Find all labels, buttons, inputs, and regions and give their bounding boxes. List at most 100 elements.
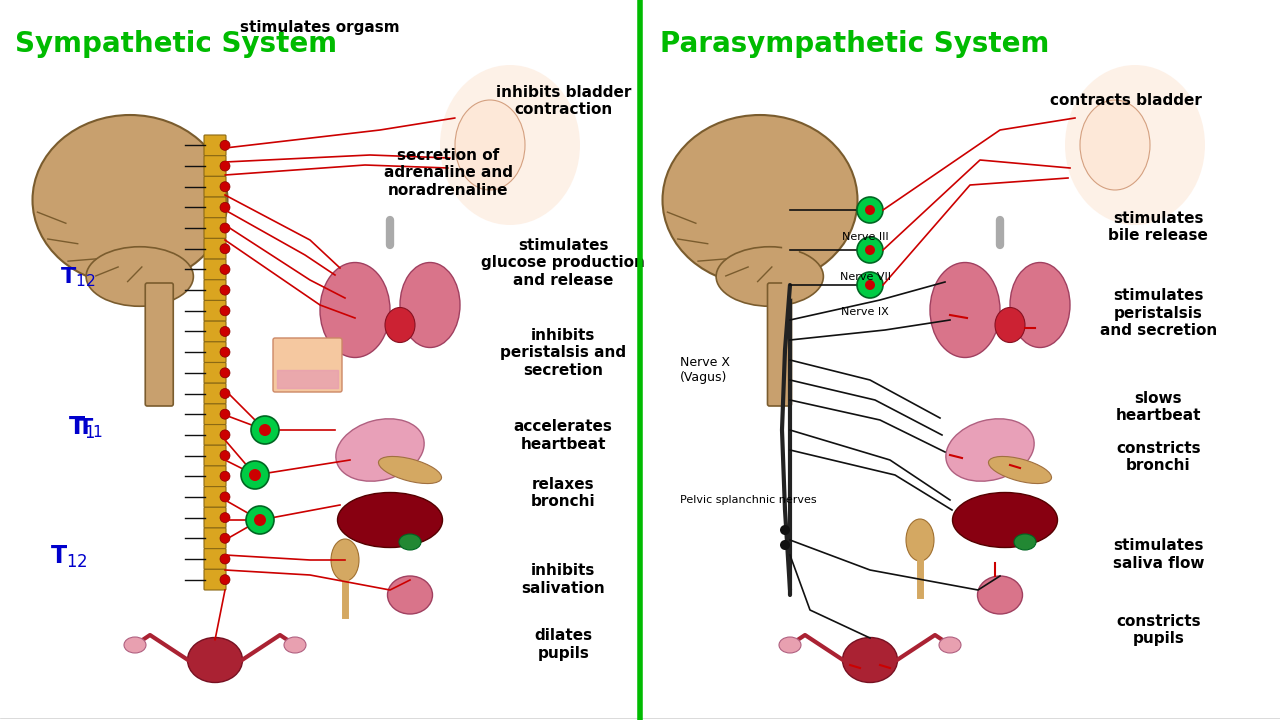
Circle shape — [220, 451, 230, 461]
Circle shape — [858, 197, 883, 223]
FancyBboxPatch shape — [204, 528, 227, 549]
Circle shape — [865, 205, 876, 215]
Ellipse shape — [663, 115, 858, 285]
Ellipse shape — [780, 637, 801, 653]
Ellipse shape — [284, 637, 306, 653]
FancyBboxPatch shape — [204, 487, 227, 508]
Text: accelerates
heartbeat: accelerates heartbeat — [513, 419, 613, 452]
FancyBboxPatch shape — [204, 217, 227, 238]
Circle shape — [220, 513, 230, 523]
Ellipse shape — [1065, 65, 1204, 225]
Circle shape — [220, 244, 230, 253]
Text: contracts bladder: contracts bladder — [1051, 94, 1202, 108]
FancyBboxPatch shape — [768, 283, 791, 406]
Ellipse shape — [952, 492, 1057, 547]
Text: relaxes
bronchi: relaxes bronchi — [531, 477, 595, 510]
Ellipse shape — [379, 456, 442, 484]
Circle shape — [220, 534, 230, 544]
Ellipse shape — [32, 115, 228, 285]
Text: stimulates
peristalsis
and secretion: stimulates peristalsis and secretion — [1100, 288, 1217, 338]
FancyBboxPatch shape — [204, 321, 227, 342]
Ellipse shape — [1080, 100, 1149, 190]
Ellipse shape — [399, 534, 421, 550]
Circle shape — [220, 326, 230, 336]
Circle shape — [220, 347, 230, 357]
Circle shape — [858, 272, 883, 298]
FancyBboxPatch shape — [204, 425, 227, 445]
Circle shape — [246, 506, 274, 534]
Ellipse shape — [332, 539, 358, 581]
FancyBboxPatch shape — [204, 362, 227, 383]
Ellipse shape — [86, 247, 193, 306]
Ellipse shape — [906, 519, 934, 561]
Circle shape — [220, 492, 230, 502]
Ellipse shape — [335, 419, 424, 481]
FancyBboxPatch shape — [204, 259, 227, 280]
Ellipse shape — [338, 492, 443, 547]
Ellipse shape — [946, 419, 1034, 481]
Circle shape — [220, 181, 230, 192]
Text: slows
heartbeat: slows heartbeat — [1116, 390, 1201, 423]
FancyBboxPatch shape — [204, 508, 227, 528]
FancyBboxPatch shape — [273, 338, 342, 392]
Circle shape — [220, 306, 230, 316]
FancyBboxPatch shape — [204, 570, 227, 590]
Text: T$_{12}$: T$_{12}$ — [60, 266, 96, 289]
Text: Nerve III: Nerve III — [842, 232, 888, 242]
FancyBboxPatch shape — [204, 300, 227, 321]
Circle shape — [241, 461, 269, 489]
Circle shape — [220, 285, 230, 295]
Text: T$_{12}$: T$_{12}$ — [50, 544, 88, 570]
Circle shape — [220, 368, 230, 378]
Ellipse shape — [716, 247, 823, 306]
Text: stimulates
bile release: stimulates bile release — [1108, 210, 1208, 243]
Text: dilates
pupils: dilates pupils — [534, 628, 593, 661]
Text: constricts
bronchi: constricts bronchi — [1116, 441, 1201, 474]
Circle shape — [780, 540, 790, 550]
Text: Nerve X
(Vagus): Nerve X (Vagus) — [680, 356, 730, 384]
Ellipse shape — [940, 637, 961, 653]
Circle shape — [220, 161, 230, 171]
Circle shape — [220, 409, 230, 419]
Circle shape — [865, 280, 876, 290]
Ellipse shape — [388, 576, 433, 614]
FancyBboxPatch shape — [204, 135, 227, 156]
Ellipse shape — [440, 65, 580, 225]
Text: stimulates
saliva flow: stimulates saliva flow — [1112, 539, 1204, 570]
Circle shape — [220, 140, 230, 150]
Ellipse shape — [978, 576, 1023, 614]
Circle shape — [220, 202, 230, 212]
Text: inhibits bladder
contraction: inhibits bladder contraction — [495, 84, 631, 117]
FancyBboxPatch shape — [145, 283, 173, 406]
Ellipse shape — [124, 637, 146, 653]
Ellipse shape — [187, 637, 242, 683]
Circle shape — [220, 554, 230, 564]
Ellipse shape — [454, 100, 525, 190]
Circle shape — [220, 223, 230, 233]
Ellipse shape — [842, 637, 897, 683]
FancyBboxPatch shape — [204, 466, 227, 487]
FancyBboxPatch shape — [204, 176, 227, 197]
Text: Nerve VII: Nerve VII — [840, 272, 891, 282]
Text: inhibits
peristalsis and
secretion: inhibits peristalsis and secretion — [500, 328, 626, 378]
FancyBboxPatch shape — [204, 342, 227, 362]
Circle shape — [858, 237, 883, 263]
Ellipse shape — [1010, 263, 1070, 348]
Text: Pelvic splanchnic nerves: Pelvic splanchnic nerves — [680, 495, 817, 505]
Text: Sympathetic System: Sympathetic System — [15, 30, 337, 58]
Text: Nerve IX: Nerve IX — [841, 307, 888, 317]
Circle shape — [259, 424, 271, 436]
Circle shape — [220, 264, 230, 274]
Ellipse shape — [399, 263, 460, 348]
Text: Parasympathetic System: Parasympathetic System — [660, 30, 1050, 58]
FancyBboxPatch shape — [204, 156, 227, 176]
Ellipse shape — [988, 456, 1052, 484]
Circle shape — [220, 430, 230, 440]
Circle shape — [220, 575, 230, 585]
Text: inhibits
salivation: inhibits salivation — [521, 563, 605, 596]
Text: T$_1$: T$_1$ — [77, 417, 102, 440]
Ellipse shape — [995, 307, 1025, 343]
Circle shape — [220, 389, 230, 399]
Ellipse shape — [1014, 534, 1036, 550]
Circle shape — [780, 525, 790, 535]
